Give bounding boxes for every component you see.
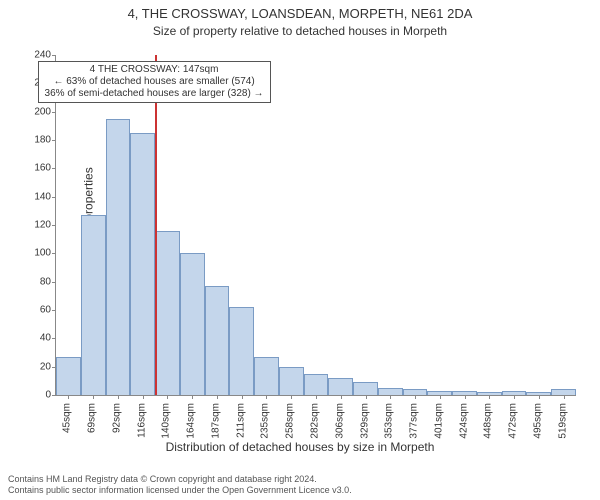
- xtick-mark: [390, 395, 391, 399]
- chart-title: 4, THE CROSSWAY, LOANSDEAN, MORPETH, NE6…: [0, 6, 600, 21]
- ytick-mark: [52, 197, 56, 198]
- footer-line-1: Contains HM Land Registry data © Crown c…: [8, 474, 352, 485]
- histogram-bar: [353, 382, 378, 395]
- ytick-label: 100: [27, 248, 51, 259]
- xtick-label: 258sqm: [285, 403, 296, 439]
- annotation-line: 4 THE CROSSWAY: 147sqm: [45, 64, 264, 76]
- xtick-label: 140sqm: [161, 403, 172, 439]
- xtick-mark: [266, 395, 267, 399]
- ytick-mark: [52, 55, 56, 56]
- xtick-mark: [341, 395, 342, 399]
- xtick-label: 45sqm: [62, 403, 73, 433]
- histogram-bar: [56, 357, 81, 395]
- histogram-bar: [155, 231, 180, 395]
- xtick-label: 235sqm: [260, 403, 271, 439]
- ytick-mark: [52, 112, 56, 113]
- histogram-bar: [130, 133, 155, 395]
- ytick-label: 60: [27, 305, 51, 316]
- xtick-label: 92sqm: [111, 403, 122, 433]
- xtick-label: 282sqm: [310, 403, 321, 439]
- xtick-mark: [68, 395, 69, 399]
- xtick-mark: [167, 395, 168, 399]
- xtick-mark: [514, 395, 515, 399]
- xtick-label: 164sqm: [186, 403, 197, 439]
- histogram-bar: [279, 367, 304, 395]
- xtick-mark: [242, 395, 243, 399]
- xtick-mark: [118, 395, 119, 399]
- xtick-label: 401sqm: [433, 403, 444, 439]
- xtick-label: 377sqm: [409, 403, 420, 439]
- xtick-label: 519sqm: [557, 403, 568, 439]
- xtick-mark: [93, 395, 94, 399]
- xtick-label: 472sqm: [508, 403, 519, 439]
- ytick-label: 0: [27, 390, 51, 401]
- ytick-label: 80: [27, 276, 51, 287]
- xtick-mark: [217, 395, 218, 399]
- ytick-label: 180: [27, 135, 51, 146]
- xtick-label: 424sqm: [458, 403, 469, 439]
- histogram-bar: [229, 307, 254, 395]
- ytick-label: 120: [27, 220, 51, 231]
- xtick-mark: [415, 395, 416, 399]
- xtick-mark: [291, 395, 292, 399]
- ytick-label: 160: [27, 163, 51, 174]
- ytick-label: 240: [27, 50, 51, 61]
- ytick-mark: [52, 168, 56, 169]
- xtick-label: 329sqm: [359, 403, 370, 439]
- chart-container: 4, THE CROSSWAY, LOANSDEAN, MORPETH, NE6…: [0, 0, 600, 500]
- xtick-label: 211sqm: [235, 403, 246, 438]
- xtick-mark: [489, 395, 490, 399]
- xtick-mark: [366, 395, 367, 399]
- ytick-mark: [52, 282, 56, 283]
- histogram-bar: [328, 378, 353, 395]
- xtick-label: 495sqm: [532, 403, 543, 439]
- xtick-label: 69sqm: [87, 403, 98, 433]
- histogram-bar: [205, 286, 230, 395]
- reference-line: [155, 55, 157, 395]
- xtick-label: 448sqm: [483, 403, 494, 439]
- footer-line-2: Contains public sector information licen…: [8, 485, 352, 496]
- histogram-bar: [81, 215, 106, 395]
- footer-attribution: Contains HM Land Registry data © Crown c…: [8, 474, 352, 496]
- xtick-mark: [143, 395, 144, 399]
- xtick-label: 116sqm: [136, 403, 147, 438]
- annotation-box: 4 THE CROSSWAY: 147sqm← 63% of detached …: [38, 61, 271, 103]
- ytick-mark: [52, 140, 56, 141]
- histogram-bar: [304, 374, 329, 395]
- ytick-label: 140: [27, 191, 51, 202]
- histogram-bar: [180, 253, 205, 395]
- chart-subtitle: Size of property relative to detached ho…: [0, 24, 600, 38]
- ytick-mark: [52, 338, 56, 339]
- ytick-label: 40: [27, 333, 51, 344]
- histogram-bar: [254, 357, 279, 395]
- xtick-mark: [440, 395, 441, 399]
- xtick-mark: [192, 395, 193, 399]
- ytick-mark: [52, 225, 56, 226]
- xtick-mark: [539, 395, 540, 399]
- histogram-bar: [106, 119, 131, 395]
- annotation-line: ← 63% of detached houses are smaller (57…: [45, 76, 264, 88]
- x-axis-label: Distribution of detached houses by size …: [0, 440, 600, 454]
- ytick-mark: [52, 395, 56, 396]
- ytick-mark: [52, 310, 56, 311]
- plot-area: [55, 55, 576, 396]
- xtick-mark: [564, 395, 565, 399]
- annotation-line: 36% of semi-detached houses are larger (…: [45, 88, 264, 100]
- xtick-label: 306sqm: [334, 403, 345, 439]
- xtick-mark: [316, 395, 317, 399]
- xtick-label: 187sqm: [210, 403, 221, 439]
- ytick-label: 200: [27, 106, 51, 117]
- xtick-mark: [465, 395, 466, 399]
- xtick-label: 353sqm: [384, 403, 395, 439]
- histogram-bar: [378, 388, 403, 395]
- ytick-mark: [52, 253, 56, 254]
- ytick-label: 20: [27, 361, 51, 372]
